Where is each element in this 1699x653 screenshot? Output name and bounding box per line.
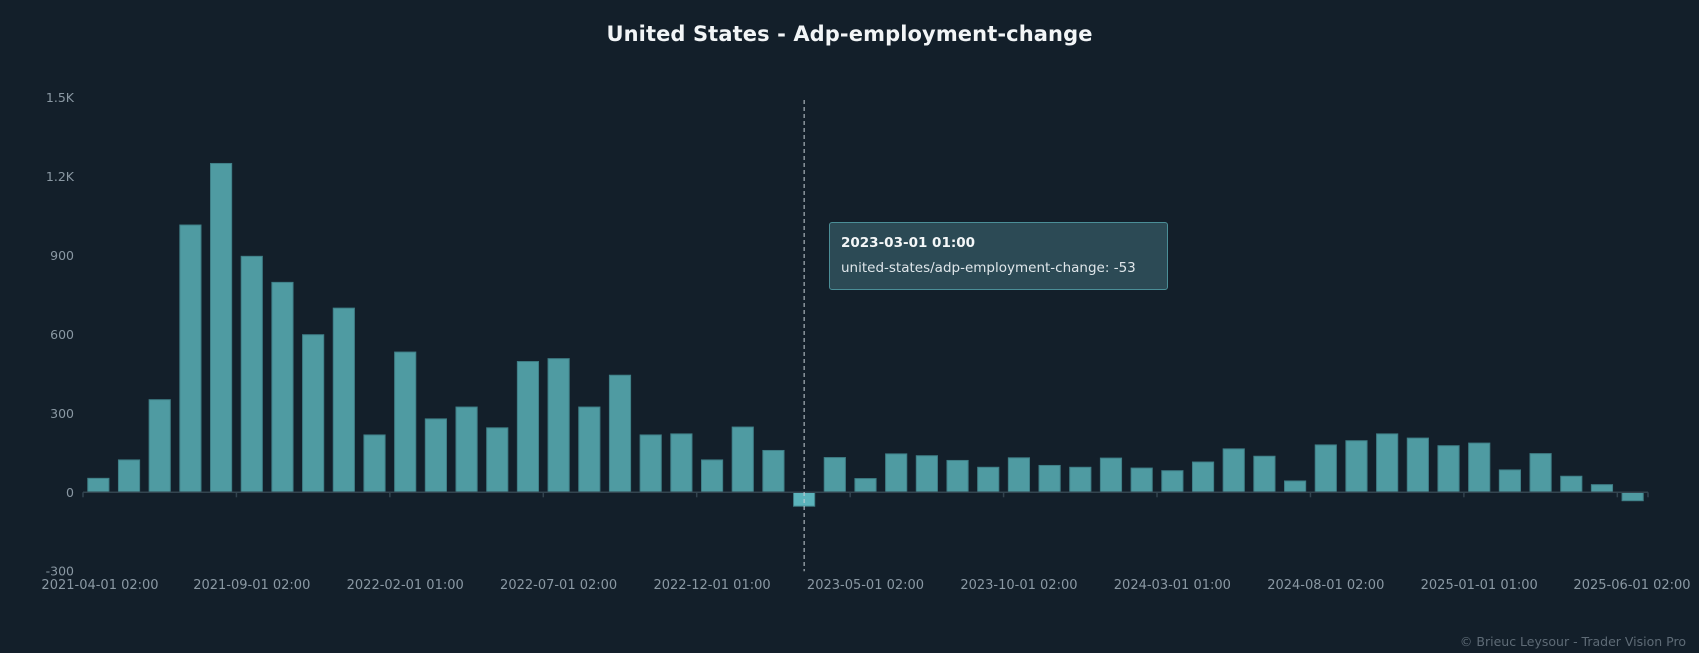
y-tick-label: 900 [50,248,74,263]
x-tick-label: 2022-02-01 01:00 [347,578,464,593]
bar-2023-07[interactable] [915,455,938,493]
bar-2023-04[interactable] [823,457,846,493]
bar-2023-01[interactable] [731,426,754,493]
bar-2023-10[interactable] [1007,457,1031,493]
x-tick-label: 2024-08-01 02:00 [1267,578,1384,593]
bar-2022-10[interactable] [639,434,662,493]
x-tick-label: 2025-01-01 01:00 [1421,578,1538,593]
tooltip-value-line: united-states/adp-employment-change: -53 [841,260,1136,276]
bar-2024-02[interactable] [1130,467,1153,493]
y-tick-label: -300 [46,564,74,579]
bar-2022-01[interactable] [363,434,386,493]
bar-2025-04[interactable] [1560,475,1583,493]
y-tick-label: 0 [66,485,74,500]
y-tick-label: 1.2K [46,169,75,184]
bar-2023-09[interactable] [977,466,1000,493]
x-axis [82,491,1649,498]
bar-2021-12[interactable] [332,307,355,493]
bar-2022-11[interactable] [670,433,693,493]
tooltip-value: -53 [1113,260,1136,276]
x-tick-label: 2025-06-01 02:00 [1573,578,1690,593]
tooltip-title: 2023-03-01 01:00 [841,235,976,251]
bar-2022-12[interactable] [700,459,724,493]
bar-2024-05[interactable] [1222,448,1245,493]
bar-2022-07[interactable] [547,358,570,493]
copyright-footer: © Brieuc Leysour - Trader Vision Pro [1459,634,1686,649]
x-tick-labels: 2021-04-01 02:00 2021-09-01 02:00 2022-02-… [41,578,1690,593]
bar-2024-09[interactable] [1345,440,1368,493]
bar-2025-02[interactable] [1498,469,1521,493]
bar-2021-11[interactable] [302,334,325,493]
y-axis: -300 0 300 600 900 1.2K 1.5K [46,90,75,579]
bar-2021-06[interactable] [148,399,171,493]
bar-2023-06[interactable] [885,453,908,493]
bar-2022-05[interactable] [486,427,509,493]
bar-2021-07[interactable] [179,224,202,493]
bar-2023-05[interactable] [854,478,877,493]
x-tick-label: 2021-09-01 02:00 [193,578,310,593]
bar-2025-05[interactable] [1590,484,1614,493]
x-tick-label: 2021-04-01 02:00 [41,578,158,593]
bar-series [87,162,1644,507]
bar-2023-08[interactable] [946,459,969,493]
bar-2024-01[interactable] [1099,457,1123,493]
y-tick-label: 600 [50,327,74,342]
x-tick-label: 2023-05-01 02:00 [807,578,924,593]
chart-title: United States - Adp-employment-change [606,22,1093,46]
bar-2025-06[interactable] [1621,491,1644,502]
bar-2022-02[interactable] [394,351,417,493]
bar-2024-06[interactable] [1253,455,1276,493]
bar-2024-04[interactable] [1191,461,1215,493]
bar-2024-03[interactable] [1161,470,1184,493]
tooltip-series-label: united-states/adp-employment-change [841,260,1105,276]
bar-2025-01[interactable] [1468,442,1491,493]
bar-2023-02[interactable] [762,449,785,493]
y-tick-label: 300 [50,406,74,421]
x-tick-label: 2022-12-01 01:00 [653,578,770,593]
x-tick-label: 2022-07-01 02:00 [500,578,617,593]
y-tick-label: 1.5K [46,90,75,105]
bar-2021-09[interactable] [240,255,263,493]
bar-2024-11[interactable] [1406,437,1429,493]
bar-2021-05[interactable] [117,459,141,493]
bar-2023-12[interactable] [1069,466,1092,493]
bar-2024-08[interactable] [1314,444,1337,493]
bar-2024-10[interactable] [1376,433,1399,493]
bar-2022-04[interactable] [455,406,478,493]
bar-2021-08[interactable] [210,162,233,493]
bar-2022-03[interactable] [424,418,447,493]
bar-2022-09[interactable] [608,374,632,493]
bar-2024-12[interactable] [1437,445,1460,493]
bar-2025-03[interactable] [1529,453,1552,493]
bar-2022-06[interactable] [516,361,540,493]
x-tick-label: 2023-10-01 02:00 [960,578,1077,593]
bar-2024-07[interactable] [1284,480,1307,493]
bar-2021-10[interactable] [271,281,294,493]
bar-2022-08[interactable] [578,406,601,493]
tooltip: 2023-03-01 01:00 united-states/adp-emplo… [829,222,1168,290]
x-tick-label: 2024-03-01 01:00 [1114,578,1231,593]
bar-2023-11[interactable] [1038,464,1061,493]
bar-2021-04[interactable] [87,477,110,493]
